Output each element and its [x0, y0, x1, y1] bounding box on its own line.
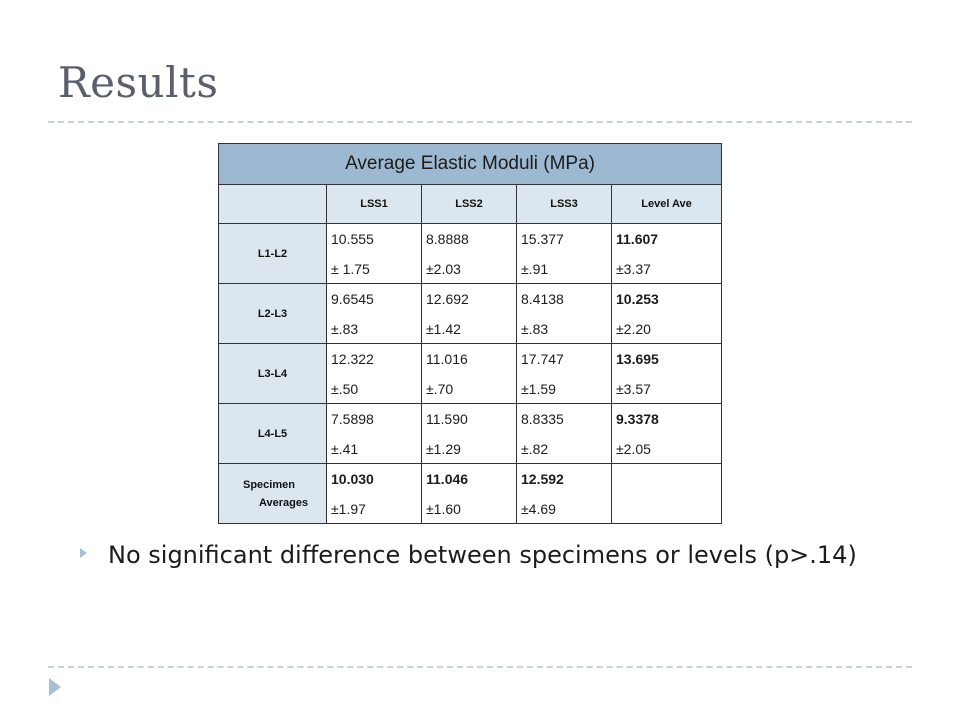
value-cell: 10.555 ± 1.75 — [326, 223, 422, 284]
row-label: Specimen Averages — [218, 463, 327, 524]
table-row: L4-L5 7.5898 ±.41 11.590 ±1.29 8.8335 ±.82 … — [218, 403, 723, 464]
mean-value: 11.016 — [426, 351, 468, 367]
footer-divider — [48, 666, 912, 668]
mean-value: 12.592 — [521, 471, 564, 487]
sd-value: ±1.97 — [331, 501, 366, 517]
mean-value: 12.692 — [426, 291, 469, 307]
bullet-text: No significant difference between specim… — [108, 541, 857, 569]
level-average-cell: 9.3378 ±2.05 — [610, 403, 723, 464]
triangle-bullet-icon — [80, 548, 87, 558]
row-label: L1-L2 — [218, 223, 327, 284]
sd-value: ± 1.75 — [331, 261, 370, 277]
mean-value: 12.322 — [331, 351, 374, 367]
mean-value: 13.695 — [616, 351, 659, 367]
column-header: LSS1 — [326, 184, 422, 224]
sd-value: ±2.03 — [426, 261, 461, 277]
value-cell: 12.692 ±1.42 — [421, 283, 517, 344]
sd-value: ±1.29 — [426, 441, 461, 457]
column-header: LSS2 — [421, 184, 517, 224]
sd-value: ±.41 — [331, 441, 359, 457]
value-cell: 17.747 ±1.59 — [516, 343, 612, 404]
sd-value: ±.70 — [426, 381, 454, 397]
sd-value: ±3.57 — [616, 381, 651, 397]
value-cell: 8.8888 ±2.03 — [421, 223, 517, 284]
level-average-cell: 10.253 ±2.20 — [610, 283, 723, 344]
mean-value: 8.8888 — [426, 231, 469, 247]
mean-value: 10.030 — [331, 471, 374, 487]
value-cell: 8.8335 ±.82 — [516, 403, 612, 464]
specimen-averages-row: Specimen Averages 10.030 ±1.97 11.046 ±1.6… — [218, 463, 723, 524]
sd-value: ±3.37 — [616, 261, 651, 277]
mean-value: 8.4138 — [521, 291, 564, 307]
next-slide-arrow-icon[interactable] — [49, 678, 61, 696]
mean-value: 7.5898 — [331, 411, 374, 427]
title-divider — [48, 121, 912, 123]
sd-value: ±1.60 — [426, 501, 461, 517]
mean-value: 15.377 — [521, 231, 564, 247]
mean-value: 17.747 — [521, 351, 564, 367]
value-cell: 12.322 ±.50 — [326, 343, 422, 404]
value-cell: 11.016 ±.70 — [421, 343, 517, 404]
value-cell: 8.4138 ±.83 — [516, 283, 612, 344]
value-cell: 11.590 ±1.29 — [421, 403, 517, 464]
value-cell: 9.6545 ±.83 — [326, 283, 422, 344]
sd-value: ±.50 — [331, 381, 359, 397]
header-corner-cell — [218, 184, 327, 224]
mean-value: 11.046 — [426, 471, 469, 487]
elastic-moduli-table: Average Elastic Moduli (MPa) LSS1 LSS2 L… — [217, 143, 723, 524]
specimen-average-cell: 10.030 ±1.97 — [326, 463, 422, 524]
row-label: L2-L3 — [218, 283, 327, 344]
mean-value: 9.6545 — [331, 291, 374, 307]
table-title: Average Elastic Moduli (MPa) — [217, 143, 723, 185]
table-row: L2-L3 9.6545 ±.83 12.692 ±1.42 8.4138 ±.83 … — [218, 283, 723, 344]
specimen-average-cell: 11.046 ±1.60 — [421, 463, 517, 524]
mean-value: 10.253 — [616, 291, 659, 307]
sd-value: ±4.69 — [521, 501, 556, 517]
row-label-line2: Averages — [259, 496, 309, 509]
mean-value: 11.607 — [616, 231, 659, 247]
sd-value: ±2.05 — [616, 441, 651, 457]
sd-value: ±1.59 — [521, 381, 556, 397]
sd-value: ±.91 — [521, 261, 549, 277]
table-row: L3-L4 12.322 ±.50 11.016 ±.70 17.747 ±1.59 … — [218, 343, 723, 404]
sd-value: ±2.20 — [616, 321, 651, 337]
sd-value: ±.83 — [521, 321, 549, 337]
specimen-average-cell: 12.592 ±4.69 — [516, 463, 612, 524]
row-label: L3-L4 — [218, 343, 327, 404]
empty-cell — [610, 463, 723, 524]
mean-value: 11.590 — [426, 411, 468, 427]
sd-value: ±1.42 — [426, 321, 461, 337]
mean-value: 8.8335 — [521, 411, 564, 427]
value-cell: 15.377 ±.91 — [516, 223, 612, 284]
table-header-row: LSS1 LSS2 LSS3 Level Ave — [218, 184, 723, 224]
slide-title: Results — [58, 58, 219, 107]
sd-value: ±.82 — [521, 441, 549, 457]
column-header: Level Ave — [610, 184, 723, 224]
table-title-row: Average Elastic Moduli (MPa) — [217, 143, 723, 185]
sd-value: ±.83 — [331, 321, 359, 337]
table-row: L1-L2 10.555 ± 1.75 8.8888 ±2.03 15.377 ±.9… — [218, 223, 723, 284]
mean-value: 9.3378 — [616, 411, 659, 427]
bullet-item: No significant difference between specim… — [80, 538, 920, 572]
column-header: LSS3 — [516, 184, 612, 224]
mean-value: 10.555 — [331, 231, 374, 247]
level-average-cell: 11.607 ±3.37 — [610, 223, 723, 284]
row-label-line1: Specimen — [243, 478, 295, 491]
level-average-cell: 13.695 ±3.57 — [610, 343, 723, 404]
row-label: L4-L5 — [218, 403, 327, 464]
value-cell: 7.5898 ±.41 — [326, 403, 422, 464]
